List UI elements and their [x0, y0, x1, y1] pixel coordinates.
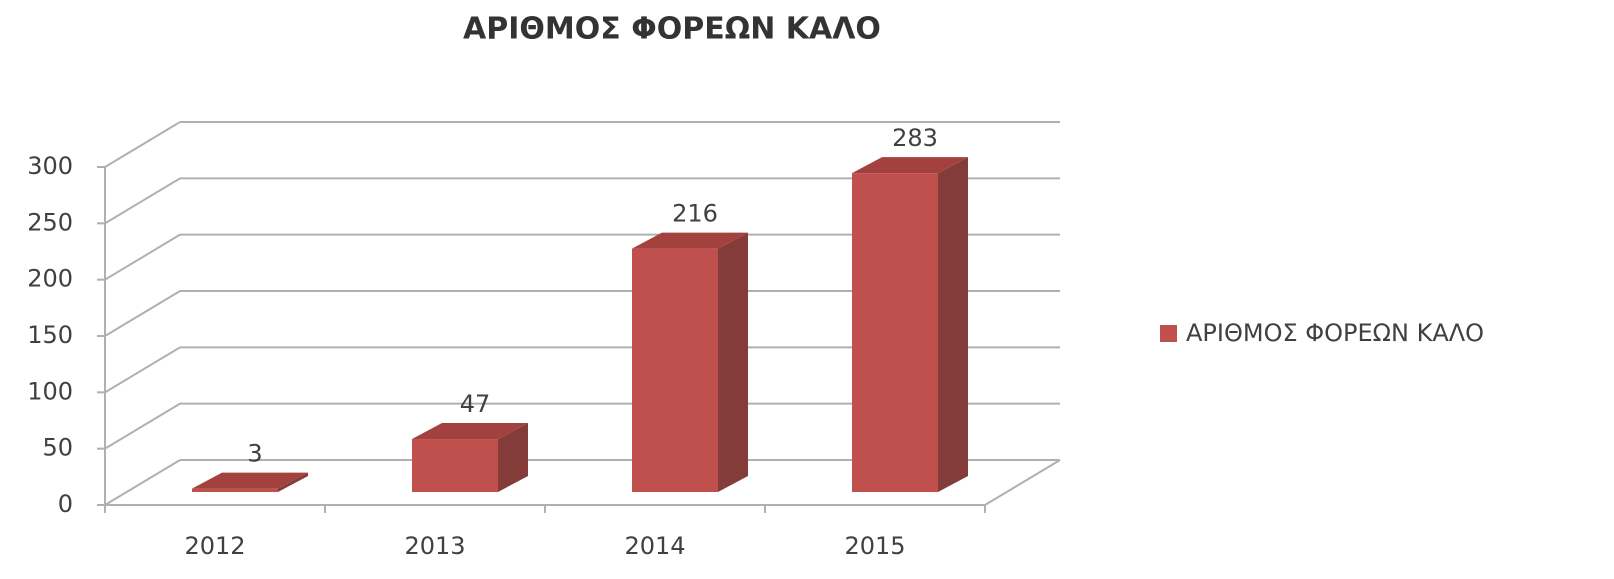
- bar-top: [192, 472, 308, 489]
- data-label: 216: [672, 200, 718, 228]
- bar-front: [192, 488, 278, 492]
- y-tick-label: 50: [42, 434, 73, 462]
- bar-top: [852, 157, 968, 174]
- y-tick-label: 100: [27, 377, 73, 405]
- grid-line: [104, 346, 181, 394]
- data-label: 283: [892, 124, 938, 152]
- bar-top: [412, 423, 528, 440]
- x-tick-label: 2015: [844, 532, 905, 560]
- bar-top: [632, 232, 748, 249]
- y-tick-label: 150: [27, 321, 73, 349]
- x-tick-label: 2014: [624, 532, 685, 560]
- bar-side: [498, 423, 528, 492]
- bar-front: [632, 248, 718, 492]
- grid-line: [104, 290, 181, 337]
- grid-line: [104, 121, 181, 168]
- legend-swatch: [1160, 325, 1177, 342]
- x-tick-label: 2012: [184, 532, 245, 560]
- bar-front: [412, 439, 498, 492]
- grid-line: [104, 459, 181, 506]
- bar-side: [278, 472, 308, 492]
- bar-side: [938, 157, 968, 493]
- grid-line: [104, 402, 181, 450]
- floor-edge: [984, 459, 1061, 506]
- bar-side: [718, 232, 748, 492]
- y-tick-label: 0: [58, 490, 73, 518]
- chart-title: ΑΡΙΘΜΟΣ ΦΟΡΕΩΝ ΚΑΛΟ: [463, 12, 881, 47]
- bar-front: [852, 173, 938, 493]
- data-label: 47: [460, 390, 491, 418]
- legend-label: ΑΡΙΘΜΟΣ ΦΟΡΕΩΝ ΚΑΛΟ: [1186, 319, 1484, 347]
- data-label: 3: [247, 440, 262, 468]
- x-tick-label: 2013: [404, 532, 465, 560]
- y-tick-label: 300: [27, 152, 73, 180]
- y-tick-label: 250: [27, 208, 73, 236]
- y-tick-label: 200: [27, 265, 73, 293]
- grid-line: [104, 233, 181, 281]
- grid-line: [104, 177, 181, 225]
